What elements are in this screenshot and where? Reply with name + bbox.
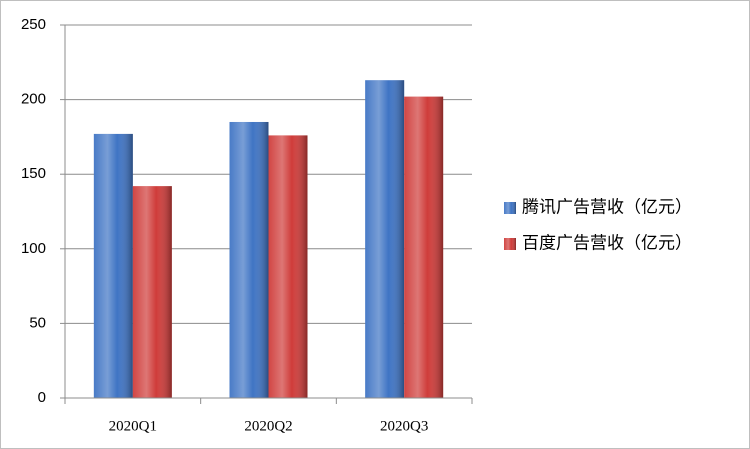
bar xyxy=(229,121,269,398)
bar xyxy=(132,186,172,398)
x-tick-label: 2020Q1 xyxy=(109,418,157,434)
y-tick-label: 0 xyxy=(38,389,46,406)
x-tick-label: 2020Q2 xyxy=(244,418,292,434)
y-tick-label: 150 xyxy=(21,165,46,182)
bar xyxy=(268,135,308,398)
legend-label: 百度广告营收（亿元） xyxy=(522,233,692,252)
y-tick-label: 50 xyxy=(29,314,46,331)
y-tick-label: 250 xyxy=(21,16,46,33)
bar xyxy=(93,133,133,398)
legend-label: 腾讯广告营收（亿元） xyxy=(522,197,692,216)
legend-swatch-shade xyxy=(504,238,516,250)
bar xyxy=(365,80,405,398)
y-tick-label: 100 xyxy=(21,240,46,257)
bar xyxy=(404,96,444,398)
y-tick-label: 200 xyxy=(21,91,46,108)
legend-swatch-shade xyxy=(504,202,516,214)
x-tick-label: 2020Q3 xyxy=(380,418,428,434)
